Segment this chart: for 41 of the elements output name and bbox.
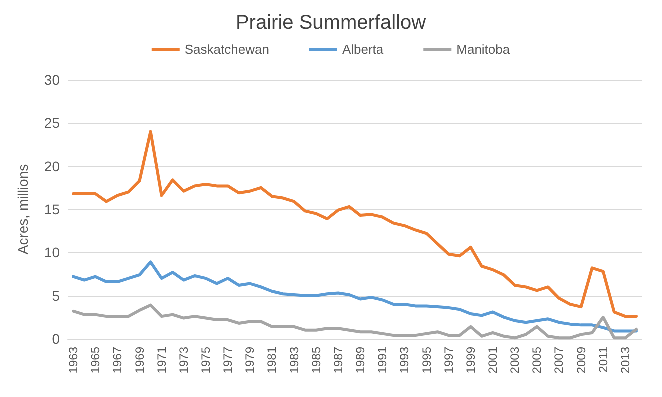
x-tick-label: 1989 (354, 346, 368, 374)
legend-label: Saskatchewan (184, 42, 270, 57)
chart-title: Prairie Summerfallow (236, 12, 427, 34)
y-tick-label: 20 (44, 158, 60, 174)
x-tick-label: 1993 (398, 346, 412, 374)
y-tick-label: 10 (44, 244, 60, 261)
y-tick-label: 30 (44, 72, 60, 88)
x-tick-label: 1987 (331, 346, 346, 374)
x-tick-label: 1985 (309, 346, 324, 374)
x-tick-label: 1991 (376, 346, 390, 374)
x-tick-label: 2005 (530, 346, 544, 374)
x-tick-label: 1983 (287, 346, 302, 374)
x-tick-label: 1963 (66, 346, 81, 374)
y-tick-label: 0 (52, 331, 60, 347)
y-tick-label: 5 (52, 288, 60, 304)
x-tick-label: 1969 (132, 346, 147, 374)
y-tick-label: 25 (44, 115, 60, 132)
x-tick-label: 1997 (442, 346, 456, 374)
x-tick-label: 2007 (552, 346, 566, 374)
x-tick-label: 1971 (154, 346, 169, 374)
x-tick-label: 1995 (420, 346, 434, 374)
x-tick-label: 1999 (464, 346, 478, 374)
x-tick-label: 1977 (221, 346, 236, 374)
x-tick-label: 1981 (265, 346, 280, 374)
x-tick-label: 2011 (596, 346, 610, 373)
x-tick-label: 1967 (110, 346, 125, 374)
x-tick-label: 2013 (618, 346, 632, 374)
line-series (72, 130, 638, 318)
y-tick-label: 15 (44, 202, 60, 218)
x-tick-label: 1973 (176, 346, 191, 374)
line-series (72, 304, 638, 340)
x-tick-label: 1979 (243, 346, 258, 374)
y-axis-title: Acres, millions (15, 164, 31, 255)
line-series (72, 260, 638, 333)
x-tick-label: 2003 (508, 346, 522, 374)
x-tick-label: 2001 (486, 346, 500, 374)
x-tick-label: 1975 (198, 346, 213, 374)
x-tick-label: 1965 (88, 346, 103, 374)
legend-label: Manitoba (456, 42, 511, 57)
x-tick-label: 2009 (574, 346, 588, 374)
legend-label: Alberta (342, 42, 384, 57)
